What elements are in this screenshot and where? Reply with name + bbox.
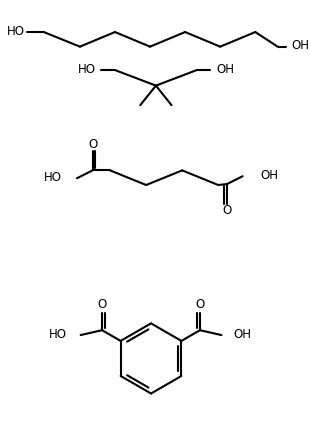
Text: OH: OH	[233, 328, 251, 341]
Text: OH: OH	[216, 63, 234, 76]
Text: OH: OH	[260, 169, 278, 182]
Text: HO: HO	[43, 171, 61, 184]
Text: OH: OH	[291, 39, 309, 52]
Text: O: O	[97, 298, 107, 312]
Text: O: O	[222, 204, 232, 217]
Text: HO: HO	[7, 25, 25, 38]
Text: O: O	[88, 138, 97, 151]
Text: O: O	[195, 298, 205, 312]
Text: HO: HO	[49, 328, 67, 341]
Text: HO: HO	[77, 63, 95, 76]
